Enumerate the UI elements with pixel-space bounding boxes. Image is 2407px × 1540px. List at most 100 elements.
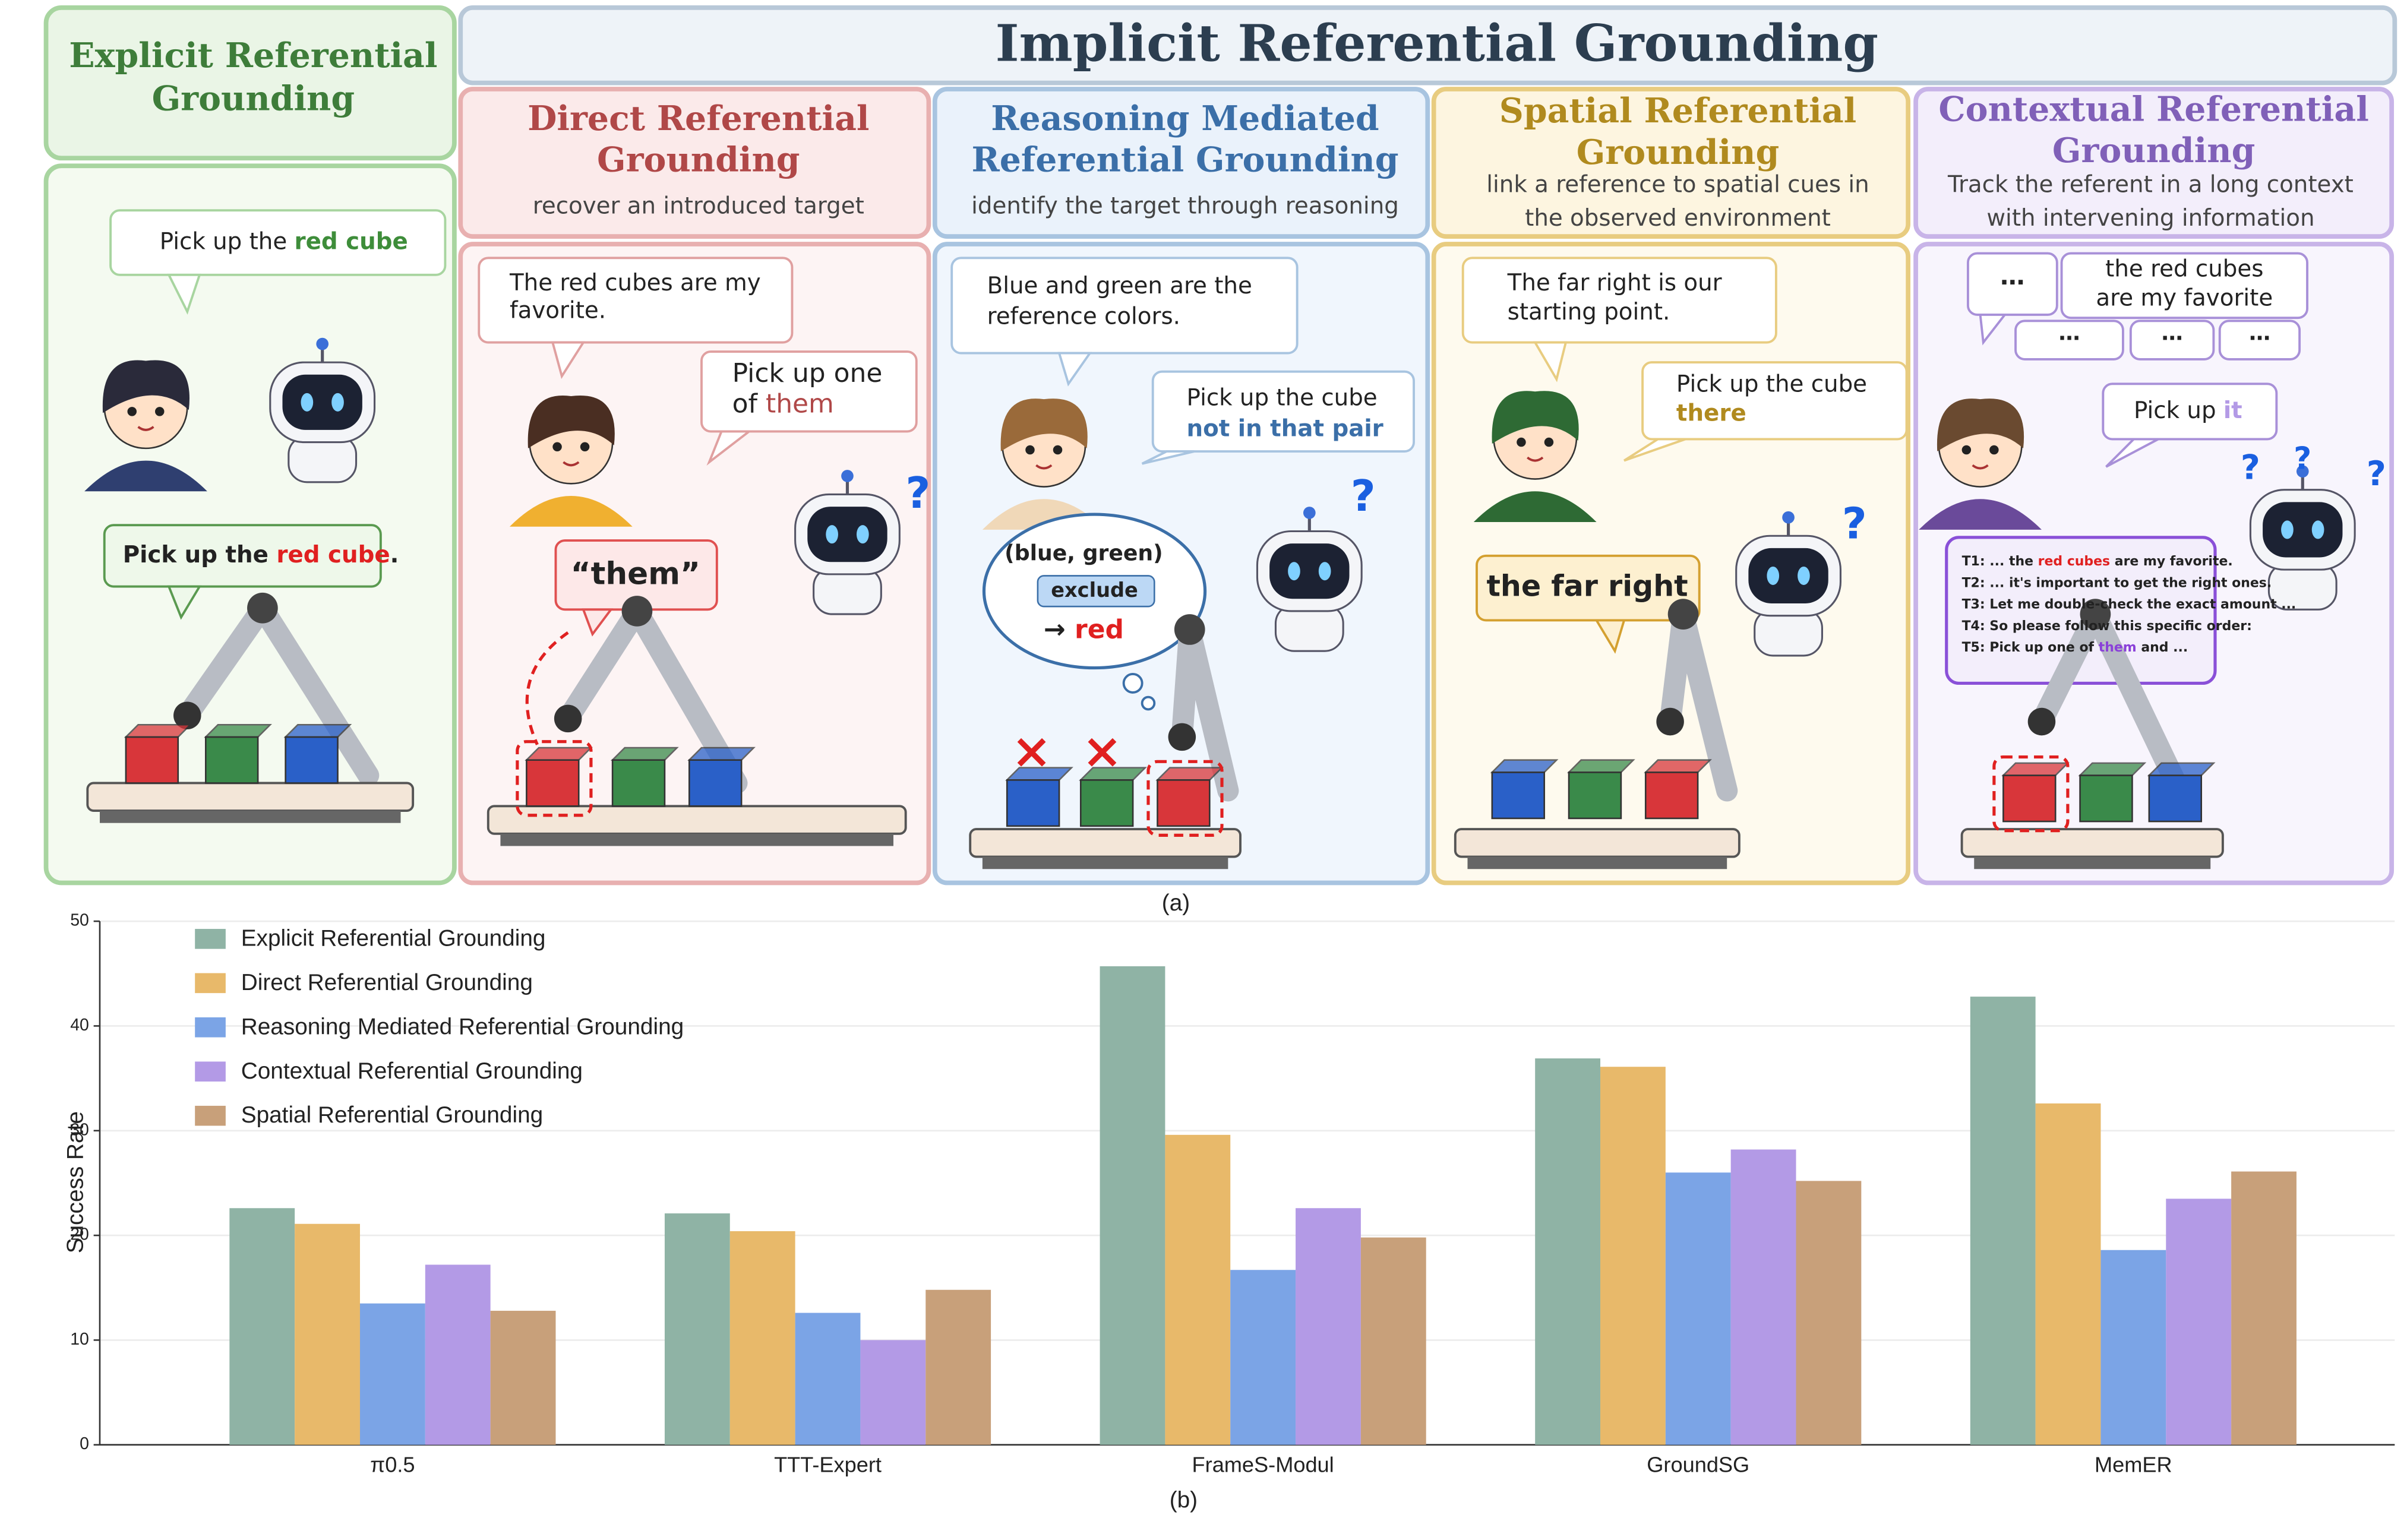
bubble-tail bbox=[1141, 450, 1195, 465]
bar bbox=[229, 1208, 295, 1445]
person-mouth bbox=[1972, 464, 1989, 470]
person-eye bbox=[1544, 437, 1554, 447]
pointer-arrow bbox=[525, 631, 569, 745]
cube bbox=[125, 736, 179, 784]
bar bbox=[1360, 1237, 1426, 1445]
cube bbox=[1568, 771, 1622, 820]
bar bbox=[2035, 1103, 2101, 1445]
text-segment: are my favorite. bbox=[2110, 554, 2233, 569]
panel-subtitle: Track the referent in a long context bbox=[1947, 171, 2354, 198]
y-tick-label: 30 bbox=[70, 1120, 89, 1139]
cube-top bbox=[1005, 767, 1073, 781]
cube bbox=[204, 736, 259, 784]
speech-bubble bbox=[103, 524, 382, 588]
person-mouth bbox=[1527, 456, 1544, 462]
text-segment: them bbox=[2099, 640, 2137, 655]
text-segment: them bbox=[766, 388, 834, 419]
person-eye bbox=[155, 407, 165, 416]
x-tick-label: MemER bbox=[2095, 1452, 2172, 1476]
cube bbox=[2148, 774, 2203, 823]
bar bbox=[2166, 1199, 2232, 1445]
question-mark: ? bbox=[2367, 454, 2386, 494]
bar bbox=[1535, 1058, 1601, 1445]
person-body bbox=[1919, 499, 2042, 530]
speech-text: favorite. bbox=[510, 297, 606, 324]
cube-top bbox=[1490, 759, 1559, 773]
bar bbox=[925, 1289, 991, 1445]
panel-header bbox=[43, 5, 457, 161]
thought-dot bbox=[1141, 695, 1156, 711]
bar bbox=[490, 1311, 556, 1445]
exclude-box bbox=[1037, 575, 1155, 608]
robot-eye bbox=[331, 393, 344, 412]
speech-text: ⋯ bbox=[2058, 325, 2080, 350]
speech-bubble bbox=[1476, 554, 1701, 622]
arm-joint bbox=[173, 701, 201, 729]
text-segment: T4: So please follow this specific order… bbox=[1962, 619, 2252, 634]
speech-text: Pick up the red cube. bbox=[123, 541, 399, 568]
cube-top bbox=[1644, 759, 1712, 773]
arm-joint bbox=[1656, 707, 1684, 736]
bubble-tail bbox=[582, 608, 614, 637]
selection bbox=[1146, 760, 1224, 837]
robot-eye bbox=[1318, 562, 1331, 581]
panel-subtitle: link a reference to spatial cues in bbox=[1486, 171, 1869, 198]
speech-text: Pick up the red cube bbox=[160, 228, 408, 255]
table-base bbox=[982, 856, 1228, 869]
text-segment: → bbox=[1044, 615, 1075, 645]
speech-text: ⋯ bbox=[2000, 268, 2024, 296]
bar bbox=[1165, 1134, 1231, 1445]
panel-title: Spatial Referential bbox=[1499, 91, 1856, 131]
panel-header bbox=[458, 87, 931, 239]
cube-top bbox=[687, 747, 756, 761]
speech-text: Pick up the cube bbox=[1187, 385, 1378, 412]
y-tick-label: 50 bbox=[70, 911, 89, 930]
caption: (b) bbox=[1170, 1488, 1198, 1513]
text-segment: Pick up the bbox=[160, 228, 295, 255]
speech-bubble bbox=[950, 257, 1299, 355]
transcript-line: T4: So please follow this specific order… bbox=[1962, 619, 2252, 634]
text-segment: T2: ... it's important to get the right … bbox=[1962, 575, 2272, 590]
speech-bubble bbox=[2129, 320, 2215, 361]
question-mark: ? bbox=[2294, 441, 2311, 477]
arm-joint bbox=[1667, 599, 1699, 630]
arm-joint bbox=[621, 596, 653, 627]
legend-label: Explicit Referential Grounding bbox=[241, 925, 546, 951]
cube-top bbox=[610, 747, 679, 761]
legend-swatch bbox=[195, 973, 226, 994]
speech-bubble bbox=[478, 257, 794, 344]
robot-eye bbox=[826, 525, 838, 544]
cube bbox=[2002, 774, 2057, 823]
arm-joint bbox=[1174, 614, 1205, 645]
cube-top bbox=[283, 723, 352, 738]
implicit-header bbox=[458, 5, 2397, 86]
cube-top bbox=[2147, 762, 2216, 776]
arm-joint bbox=[2027, 707, 2056, 736]
person-body bbox=[509, 496, 633, 527]
x-tick-label: FrameS-Modul bbox=[1192, 1452, 1334, 1476]
panel-header bbox=[932, 87, 1430, 239]
transcript-line: T1: ... the red cubes are my favorite. bbox=[1962, 554, 2233, 569]
text-segment: red cube bbox=[295, 228, 408, 255]
callout-text: the far right bbox=[1486, 569, 1688, 603]
text-segment: Pick up the bbox=[123, 541, 277, 568]
cube-top bbox=[525, 747, 593, 761]
panel-header bbox=[1913, 87, 2395, 239]
text-segment: T1: ... the bbox=[1962, 554, 2038, 569]
transcript: T1: ... the red cubes are my favorite. T2… bbox=[1962, 554, 2297, 655]
panel-title: Explicit Referential bbox=[69, 36, 437, 75]
bubble-tail bbox=[1533, 341, 1568, 382]
bubble-tail bbox=[551, 341, 586, 380]
transcript-line: T2: ... it's important to get the right … bbox=[1962, 575, 2272, 590]
panel-title: Grounding bbox=[597, 141, 800, 180]
robot-antenna-tip bbox=[841, 470, 854, 482]
cube-top bbox=[2001, 762, 2070, 776]
robot-eye bbox=[2281, 520, 2294, 539]
cube-top bbox=[204, 723, 272, 738]
bar bbox=[359, 1303, 425, 1445]
speech-text: Pick up the cube bbox=[1676, 371, 1867, 397]
legend-swatch bbox=[195, 1061, 226, 1082]
panel-title: Contextual Referential bbox=[1938, 90, 2368, 129]
bar bbox=[860, 1340, 926, 1445]
x-tick-label: GroundSG bbox=[1647, 1452, 1749, 1476]
